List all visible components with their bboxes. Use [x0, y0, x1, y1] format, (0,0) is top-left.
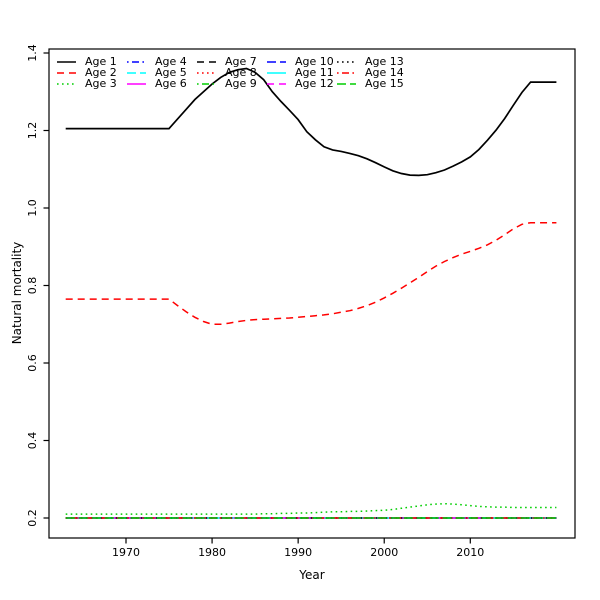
legend-label: Age 13: [365, 55, 404, 69]
series-line-age-3: [65, 502, 557, 515]
legend-label: Age 1: [85, 55, 117, 69]
legend-line-sample-icon: [57, 71, 76, 74]
legend-item: Age 2: [57, 67, 127, 78]
x-tick-label: 1980: [198, 546, 226, 559]
legend-item: Age 15: [337, 78, 407, 89]
legend-item: Age 12: [267, 78, 337, 89]
series-line-age-1: [65, 67, 557, 177]
legend-line-sample-icon: [197, 60, 216, 63]
legend-label: Age 9: [225, 77, 257, 91]
legend-line-sample-icon: [57, 60, 76, 63]
legend-item: Age 9: [197, 78, 267, 89]
x-tick-label: 1970: [112, 546, 140, 559]
y-axis-title: Natural mortality: [10, 241, 24, 345]
legend: Age 1 Age 2 Age 3 Age 4 Age 5 Age 6 Age 7 Age 8…: [57, 56, 407, 90]
plot-box: [48, 48, 576, 539]
legend-label: Age 5: [155, 66, 187, 80]
legend-item: Age 13: [337, 56, 407, 67]
legend-label: Age 6: [155, 77, 187, 91]
x-axis-title: Year: [299, 568, 325, 582]
legend-label: Age 11: [295, 66, 334, 80]
legend-line-sample-icon: [57, 83, 76, 85]
y-tick-label: 0.6: [26, 354, 39, 372]
x-tick-label: 1990: [284, 546, 312, 559]
legend-line-sample-icon: [267, 71, 286, 74]
legend-label: Age 4: [155, 55, 187, 69]
legend-item: Age 4: [127, 56, 197, 67]
legend-label: Age 15: [365, 77, 404, 91]
y-tick-label: 0.4: [26, 432, 39, 450]
legend-line-sample-icon: [267, 83, 286, 85]
y-tick-label: 1.0: [26, 199, 39, 217]
legend-item: Age 14: [337, 67, 407, 78]
legend-line-sample-icon: [197, 71, 216, 74]
legend-label: Age 12: [295, 77, 334, 91]
legend-label: Age 2: [85, 66, 117, 80]
legend-label: Age 14: [365, 66, 404, 80]
legend-item: Age 11: [267, 67, 337, 78]
series-line-age-2: [65, 221, 557, 326]
legend-label: Age 3: [85, 77, 117, 91]
legend-item: Age 10: [267, 56, 337, 67]
legend-label: Age 7: [225, 55, 257, 69]
legend-item: Age 1: [57, 56, 127, 67]
legend-item: Age 5: [127, 67, 197, 78]
y-tick-label: 0.8: [26, 277, 39, 295]
x-tick-label: 2010: [456, 546, 484, 559]
legend-line-sample-icon: [267, 60, 286, 63]
x-tick-label: 2000: [370, 546, 398, 559]
legend-line-sample-icon: [337, 71, 356, 74]
legend-label: Age 8: [225, 66, 257, 80]
legend-line-sample-icon: [197, 83, 216, 85]
y-tick-label: 0.2: [26, 509, 39, 527]
y-tick-label: 1.2: [26, 122, 39, 140]
y-tick-label: 1.4: [26, 44, 39, 62]
legend-item: Age 3: [57, 78, 127, 89]
legend-line-sample-icon: [127, 71, 146, 74]
legend-item: Age 7: [197, 56, 267, 67]
legend-label: Age 10: [295, 55, 334, 69]
legend-item: Age 8: [197, 67, 267, 78]
legend-item: Age 6: [127, 78, 197, 89]
legend-line-sample-icon: [337, 60, 356, 63]
legend-line-sample-icon: [127, 60, 146, 63]
legend-line-sample-icon: [337, 83, 356, 85]
legend-line-sample-icon: [127, 83, 146, 85]
